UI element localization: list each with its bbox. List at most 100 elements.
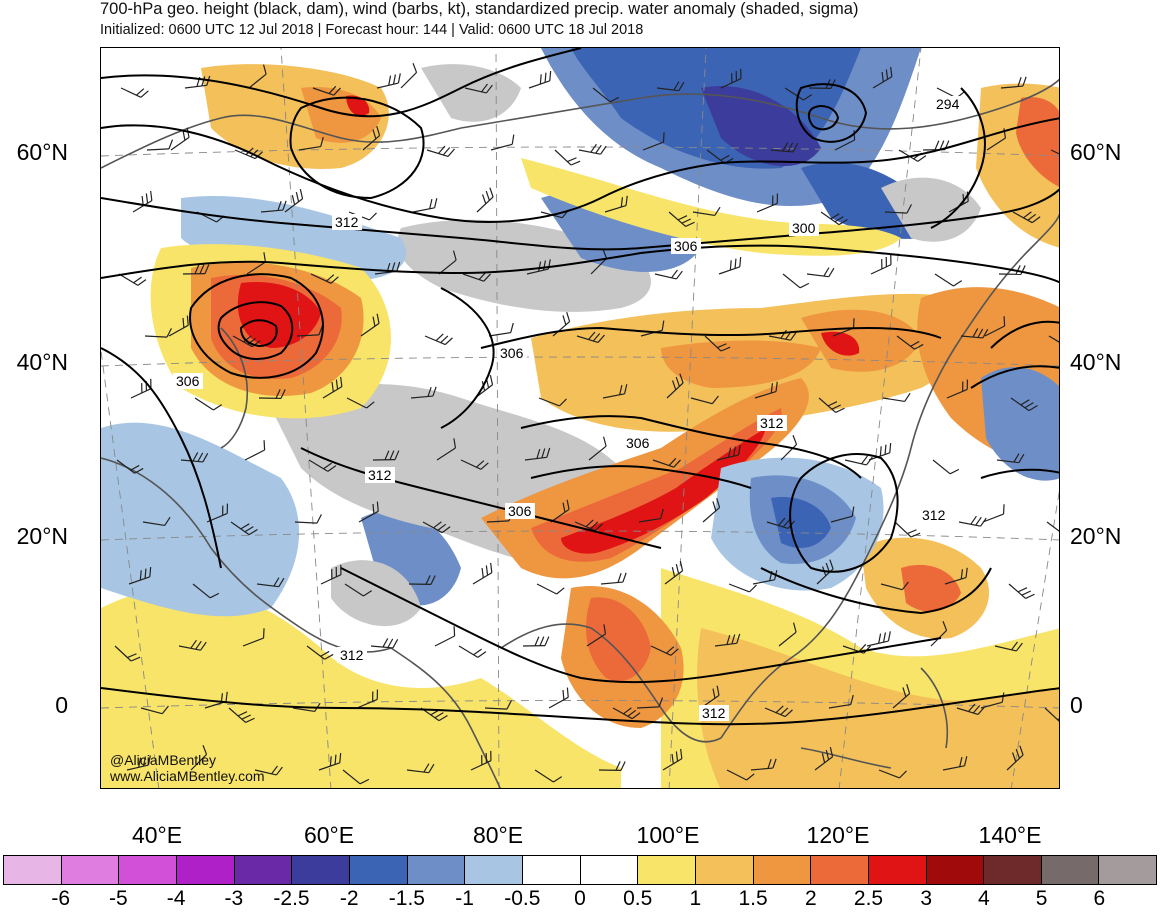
wind-barb bbox=[638, 508, 664, 523]
wind-barb bbox=[668, 211, 695, 227]
wind-barb bbox=[248, 64, 267, 89]
colorbar-box bbox=[868, 856, 927, 884]
wind-barb bbox=[642, 132, 665, 151]
contour-line bbox=[807, 105, 840, 131]
wind-barb bbox=[538, 397, 567, 407]
contour-label: 312 bbox=[335, 214, 359, 230]
coastline bbox=[101, 114, 462, 169]
colorbar-box bbox=[811, 856, 869, 884]
wind-barb bbox=[458, 645, 487, 658]
wind-barb bbox=[1046, 521, 1059, 536]
wind-barb bbox=[868, 442, 892, 461]
wind-barb bbox=[818, 397, 845, 413]
wind-barb bbox=[144, 328, 172, 338]
wind-barb bbox=[714, 633, 741, 647]
wind-barb bbox=[426, 145, 455, 158]
lon-label: 140°E bbox=[978, 822, 1042, 848]
wind-barb bbox=[828, 694, 854, 709]
wind-barb bbox=[600, 572, 627, 585]
map-title: 700-hPa geo. height (black, dam), wind (… bbox=[100, 0, 859, 18]
wind-barb bbox=[244, 440, 266, 461]
grid-line bbox=[101, 530, 1059, 541]
map-subtitle: Initialized: 0600 UTC 12 Jul 2018 | Fore… bbox=[100, 22, 644, 38]
colorbar bbox=[3, 855, 1157, 885]
wind-barb bbox=[484, 700, 512, 710]
wind-barb bbox=[234, 147, 263, 160]
wind-barb bbox=[476, 187, 494, 213]
wind-barb bbox=[640, 320, 665, 337]
anomaly-region bbox=[901, 564, 961, 612]
anomaly-region bbox=[821, 331, 860, 356]
contour-line bbox=[795, 83, 868, 143]
lat-label-right: 40°N bbox=[1070, 349, 1122, 375]
coastline bbox=[390, 647, 501, 788]
wind-barb bbox=[652, 457, 681, 468]
wind-barb bbox=[602, 384, 628, 399]
contour-line bbox=[980, 468, 1059, 479]
anomaly-region bbox=[661, 340, 821, 388]
wind-barb bbox=[242, 628, 265, 647]
wind-barb bbox=[604, 195, 628, 213]
contour-label: 312 bbox=[368, 467, 392, 483]
anomaly-region bbox=[101, 587, 621, 788]
wind-barb bbox=[598, 761, 626, 771]
contour-line bbox=[239, 319, 278, 348]
wind-barb bbox=[146, 139, 174, 151]
map-svg: 294 300 306 306 306 306 306 312 312 312 … bbox=[101, 48, 1059, 788]
colorbar-label: -6 bbox=[51, 887, 71, 910]
colorbar-box bbox=[753, 856, 812, 884]
wind-barb bbox=[666, 373, 684, 399]
wind-barb bbox=[438, 250, 457, 275]
contour-line bbox=[789, 453, 899, 573]
contour-label: 300 bbox=[792, 220, 816, 236]
contour-line bbox=[101, 124, 722, 223]
wind-barb bbox=[866, 631, 891, 647]
anomaly-region bbox=[771, 497, 831, 548]
wind-barb bbox=[894, 521, 921, 538]
wind-barb bbox=[362, 125, 381, 151]
wind-barb bbox=[834, 130, 856, 151]
wind-barb bbox=[692, 206, 721, 217]
coastline bbox=[500, 623, 722, 743]
wind-barb bbox=[312, 85, 341, 96]
colorbar-box bbox=[292, 856, 350, 884]
wind-barb bbox=[984, 316, 1006, 337]
wind-barb bbox=[412, 198, 438, 213]
lon-label: 80°E bbox=[472, 822, 524, 848]
colorbar-box bbox=[234, 856, 293, 884]
colorbar-box bbox=[926, 856, 985, 884]
wind-barb bbox=[422, 521, 451, 534]
coastline bbox=[800, 747, 892, 769]
wind-barb bbox=[310, 273, 339, 284]
wind-barb bbox=[192, 583, 220, 599]
wind-barb bbox=[1012, 211, 1041, 224]
lat-label-left: 60°N bbox=[16, 139, 68, 165]
wind-barb bbox=[462, 271, 491, 282]
grid-line bbox=[101, 356, 1059, 367]
wind-barb bbox=[986, 128, 1007, 151]
contour-line bbox=[101, 188, 1059, 251]
wind-barb bbox=[882, 392, 911, 403]
wind-barb bbox=[376, 73, 401, 89]
wind-barb bbox=[360, 313, 380, 337]
wind-barb bbox=[524, 447, 551, 461]
contour-label: 306 bbox=[674, 238, 698, 254]
colorbar-box bbox=[349, 856, 408, 884]
credit-website: www.AliciaMBentley.com bbox=[110, 768, 265, 784]
wind-barb bbox=[464, 83, 493, 94]
wind-barb bbox=[1008, 583, 1035, 599]
lon-label: 60°E bbox=[303, 822, 355, 848]
wind-barb bbox=[260, 200, 287, 213]
contour-label: 306 bbox=[176, 373, 200, 389]
contour-label-group: 294 300 306 306 306 306 306 312 312 312 … bbox=[173, 96, 963, 721]
contour-line bbox=[101, 48, 582, 118]
anomaly-region bbox=[541, 192, 701, 272]
contour-label: 306 bbox=[508, 503, 532, 519]
wind-barb bbox=[574, 519, 603, 532]
colorbar-label: 0.5 bbox=[623, 887, 653, 910]
coastline bbox=[220, 327, 249, 449]
wind-barb bbox=[552, 311, 571, 337]
wind-barb bbox=[782, 273, 810, 289]
wind-barb bbox=[230, 521, 258, 536]
wind-barb bbox=[400, 63, 418, 89]
